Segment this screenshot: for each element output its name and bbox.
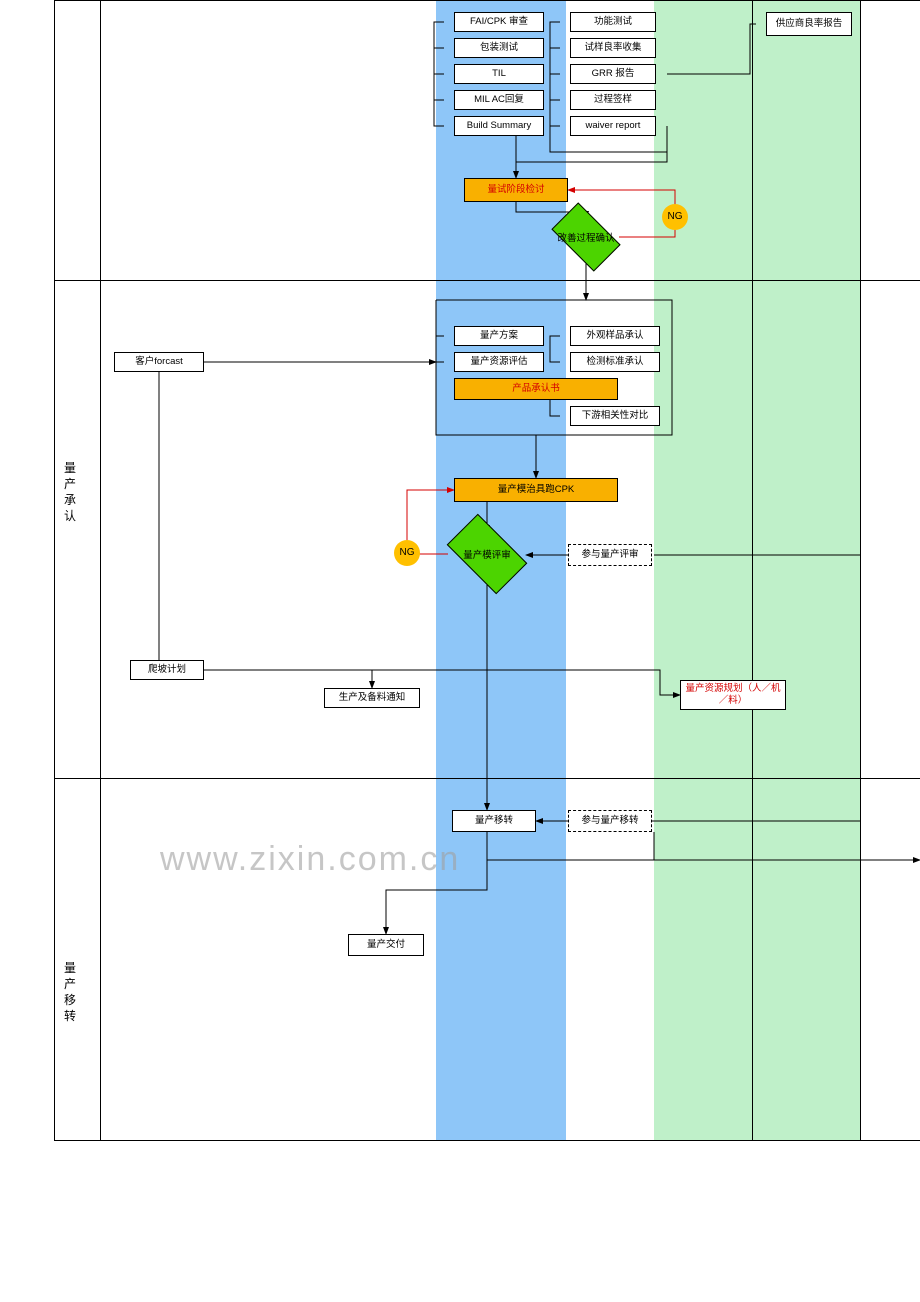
node-join_transfer: 参与量产移转 [568,810,652,832]
node-grr: GRR 报告 [570,64,656,84]
node-mp_plan: 量产方案 [454,326,544,346]
node-mp_res_eval: 量产资源评估 [454,352,544,372]
node-down_compare: 下游相关性对比 [570,406,660,426]
flowchart-canvas: www.zixin.com.cn 量产承认量产移转 FAI/CPK 审查包装测试 T… [0,0,920,1302]
row-divider [54,280,920,281]
row-divider [54,0,920,1]
node-prod_notice: 生产及备料通知 [324,688,420,708]
node-mp_cpk: 量产模治具跑CPK [454,478,618,502]
node-pack_test: 包装测试 [454,38,544,58]
node-join_review: 参与量产评审 [568,544,652,566]
node-improve_conf: 改善过程确认 [556,218,616,256]
watermark: www.zixin.com.cn [160,840,460,879]
node-func_test: 功能测试 [570,12,656,32]
lane-green [654,0,860,1140]
node-mp_review_d: 量产模评审 [452,532,522,576]
node-cust_forcast: 客户forcast [114,352,204,372]
node-mp_deliver: 量产交付 [348,934,424,956]
row-label: 量产承认 [60,460,80,524]
node-inspect_conf: 检测标准承认 [570,352,660,372]
frame-vline-inner [100,0,101,1140]
node-supplier_yield: 供应商良率报告 [766,12,852,36]
frame-vline [860,0,861,1140]
node-ng2: NG [394,540,420,566]
node-lt_review: 量试阶段检讨 [464,178,568,202]
row-label: 量产移转 [60,960,80,1024]
node-til: TIL [454,64,544,84]
row-divider [54,1140,920,1141]
node-ng1: NG [662,204,688,230]
node-appear_conf: 外观样品承认 [570,326,660,346]
frame-vline [54,0,55,1140]
node-ramp_plan: 爬坡计划 [130,660,204,680]
node-fai_cpk: FAI/CPK 审查 [454,12,544,32]
row-divider [54,778,920,779]
node-mil_ac: MIL AC回复 [454,90,544,110]
node-prod_approval: 产品承认书 [454,378,618,400]
node-yield_collect: 试样良率收集 [570,38,656,58]
node-build_sum: Build Summary [454,116,544,136]
node-proc_sign: 过程签样 [570,90,656,110]
node-waiver: waiver report [570,116,656,136]
node-mp_transfer: 量产移转 [452,810,536,832]
node-mp_res_plan: 量产资源规划（人／机／料） [680,680,786,710]
frame-vline [752,0,753,1140]
